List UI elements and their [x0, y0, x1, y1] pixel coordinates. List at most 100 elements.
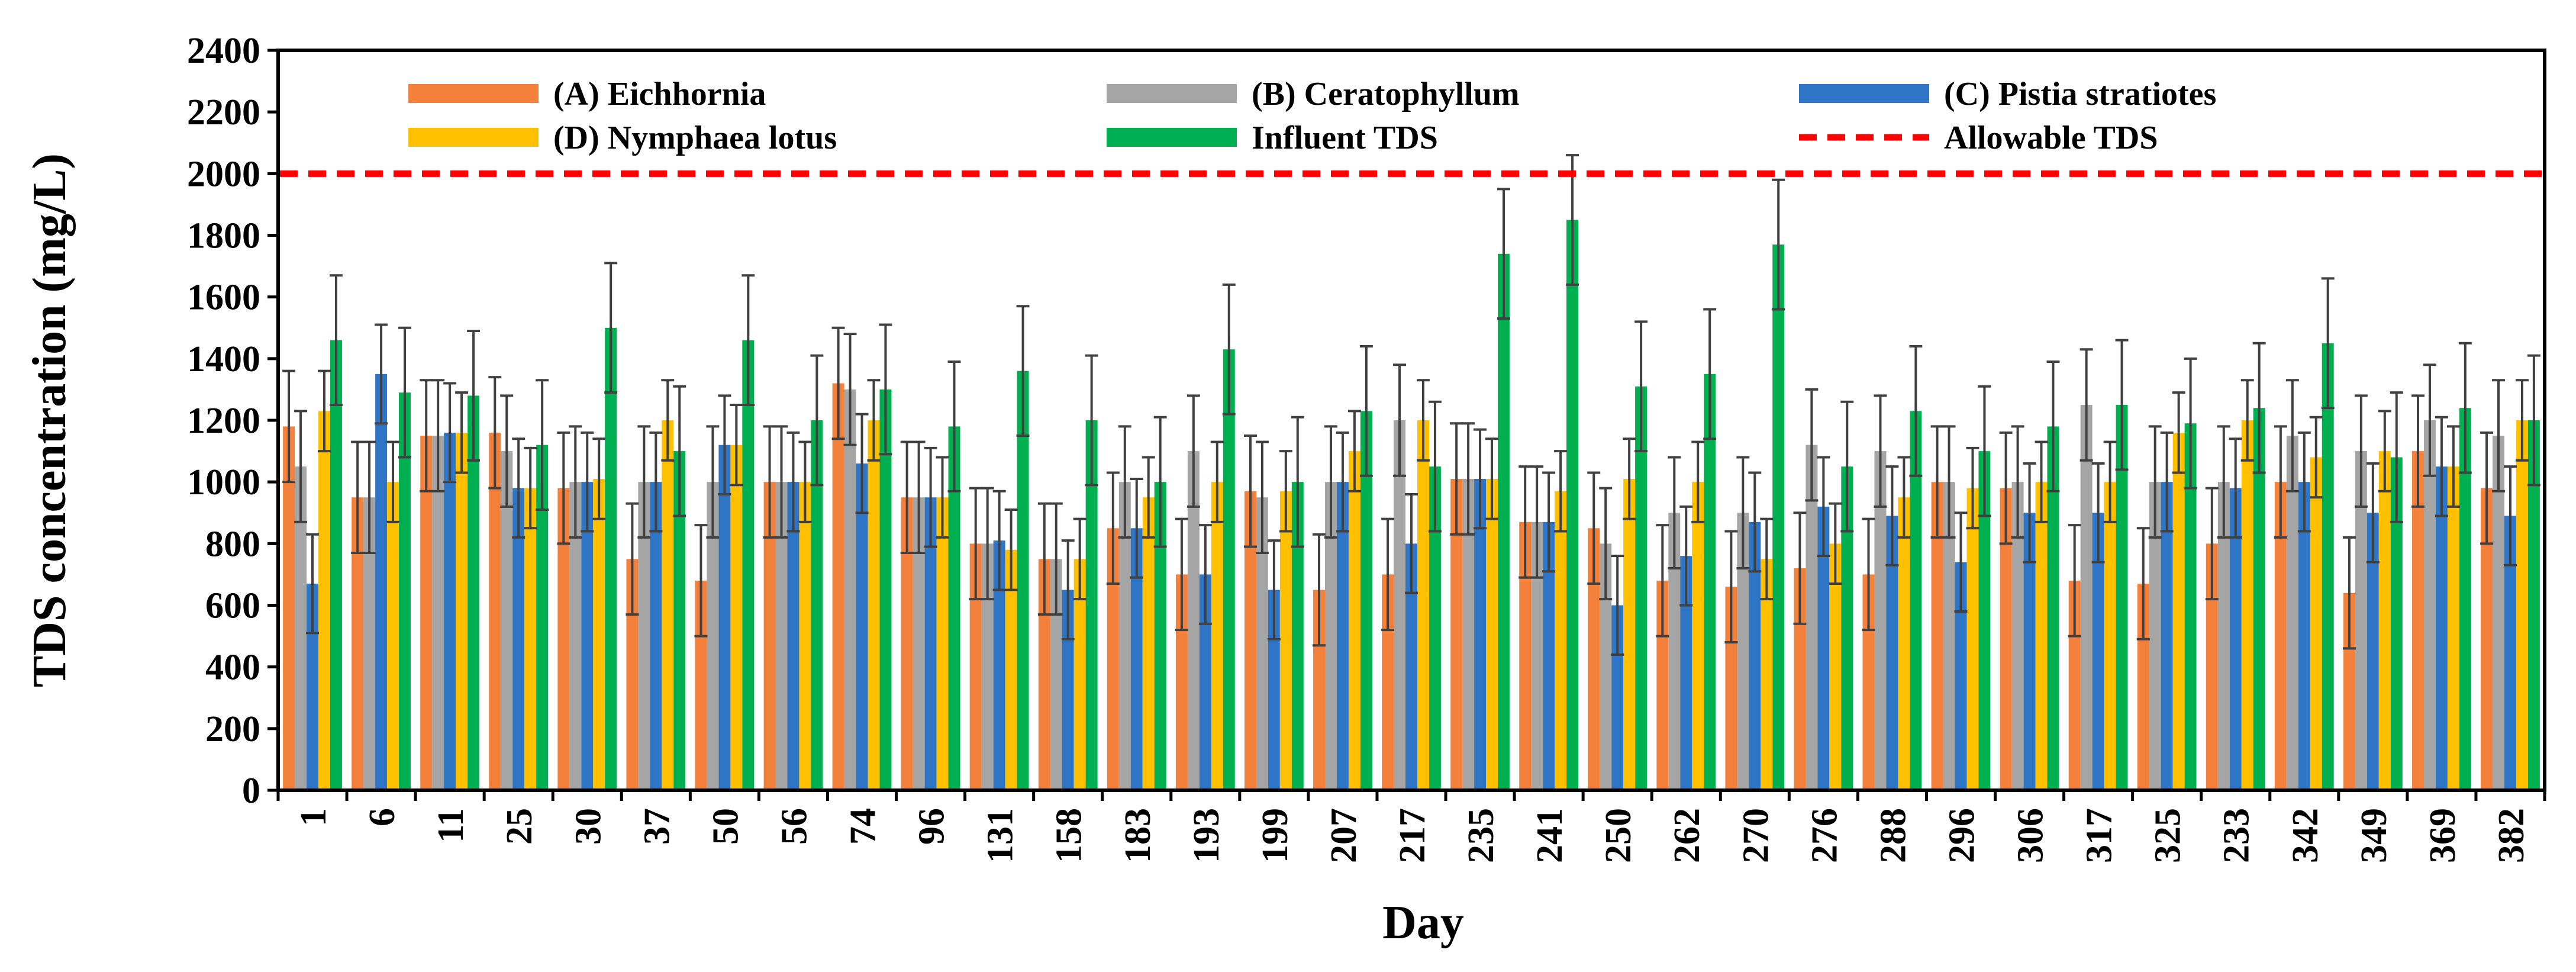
- bar: [1635, 386, 1648, 790]
- x-tick-label: 158: [1049, 808, 1089, 863]
- bar: [1130, 528, 1143, 790]
- bar: [1429, 466, 1441, 790]
- bar: [318, 411, 330, 790]
- legend-swatch: [408, 84, 539, 103]
- bar: [1737, 513, 1749, 790]
- legend-label: Allowable TDS: [1944, 120, 2158, 156]
- bar: [2516, 420, 2528, 790]
- bar: [1050, 559, 1062, 790]
- bar: [581, 482, 594, 790]
- bar: [844, 389, 856, 790]
- bar: [1531, 522, 1543, 790]
- bar: [1038, 559, 1050, 790]
- x-tick-label: 233: [2217, 808, 2257, 863]
- bar: [2286, 436, 2298, 790]
- bar: [1256, 497, 1268, 790]
- y-tick-label: 2200: [187, 92, 260, 133]
- bar: [536, 445, 549, 790]
- bar: [1336, 482, 1349, 790]
- bar: [1324, 482, 1337, 790]
- bar: [1382, 574, 1394, 790]
- bar: [363, 497, 376, 790]
- y-tick-label: 1600: [187, 278, 260, 318]
- bar: [1279, 491, 1292, 790]
- y-tick-label: 0: [242, 771, 260, 811]
- bar: [444, 432, 456, 790]
- bar: [2367, 513, 2379, 790]
- bar: [1154, 482, 1166, 790]
- bar: [1417, 420, 1429, 790]
- bar: [1898, 497, 1910, 790]
- bar: [1668, 513, 1681, 790]
- bar: [1566, 220, 1579, 790]
- legend-label: (A) Eichhornia: [553, 76, 766, 112]
- bar: [1498, 253, 1510, 790]
- bar: [2092, 513, 2104, 790]
- bar: [1761, 559, 1773, 790]
- x-tick-label: 193: [1187, 808, 1227, 863]
- x-tick-label: 1: [294, 808, 334, 826]
- bar: [1519, 522, 1532, 790]
- axis-ticks-layer: 0 200 400 600 800 1000 1200 1400 1600 1800 2000 220…: [187, 31, 2546, 863]
- bar: [879, 389, 892, 790]
- bar: [2000, 488, 2012, 790]
- x-tick-label: 241: [1530, 808, 1570, 863]
- legend-label: Influent TDS: [1252, 120, 1438, 156]
- bar: [2116, 404, 2128, 790]
- bar: [1623, 478, 1636, 790]
- bar: [387, 482, 399, 790]
- bar: [1450, 478, 1463, 790]
- bar: [512, 488, 525, 790]
- legend: (A) Eichhornia (B) Ceratophyllum (C) Pisti…: [408, 76, 2216, 156]
- bar: [2104, 482, 2116, 790]
- x-tick-label: 183: [1118, 808, 1158, 863]
- bar: [811, 420, 823, 790]
- bar: [307, 584, 319, 790]
- error-bars-layer: [282, 154, 2540, 656]
- bar: [1943, 482, 1955, 790]
- bar: [2390, 457, 2403, 790]
- x-tick-label: 74: [843, 808, 884, 845]
- bar: [1588, 528, 1600, 790]
- bar: [1244, 491, 1256, 790]
- bar: [2527, 420, 2540, 790]
- bar: [1680, 556, 1692, 790]
- bar: [2172, 432, 2185, 790]
- x-tick-label: 25: [499, 808, 540, 845]
- bar: [1555, 491, 1567, 790]
- bar: [1725, 587, 1737, 790]
- bar: [1600, 543, 1612, 790]
- y-tick-label: 1800: [187, 216, 260, 256]
- x-tick-label: 270: [1736, 808, 1776, 863]
- bar: [1474, 478, 1487, 790]
- bar: [993, 540, 1005, 790]
- bar: [969, 543, 982, 790]
- bar: [2493, 436, 2504, 790]
- bar: [2253, 408, 2265, 790]
- y-tick-label: 2000: [187, 154, 260, 194]
- bar: [2343, 593, 2355, 790]
- bar: [2447, 466, 2459, 790]
- y-tick-label: 1400: [187, 339, 260, 379]
- bar: [1313, 590, 1325, 790]
- x-tick-label: 288: [1873, 808, 1913, 863]
- bar: [1211, 482, 1223, 790]
- bar: [2080, 404, 2093, 790]
- bar: [468, 395, 480, 790]
- bar: [1107, 528, 1119, 790]
- x-tick-label: 296: [1942, 808, 1982, 863]
- bar: [913, 497, 925, 790]
- bar: [2011, 482, 2024, 790]
- bar: [1017, 371, 1029, 790]
- bar: [2035, 482, 2048, 790]
- bar: [626, 559, 639, 790]
- x-tick-label: 199: [1255, 808, 1295, 863]
- bar: [1749, 522, 1761, 790]
- bar: [763, 482, 776, 790]
- bar: [1978, 451, 1991, 790]
- bar: [1910, 411, 1922, 790]
- bar: [2423, 420, 2436, 790]
- x-tick-label: 50: [705, 808, 746, 845]
- bar: [707, 482, 719, 790]
- x-tick-label: 217: [1392, 808, 1433, 863]
